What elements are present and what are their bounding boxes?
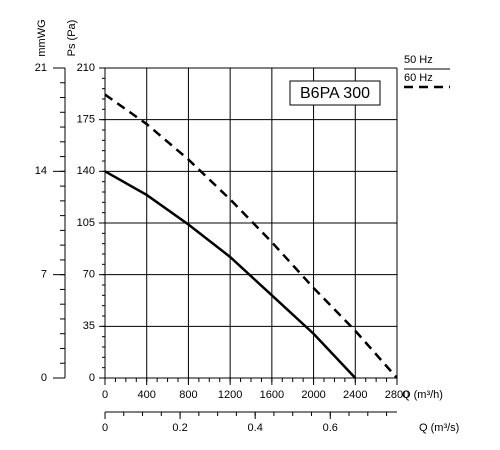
y-tick-label: 140: [77, 165, 95, 177]
y-tick-label: 0: [89, 372, 95, 384]
x2-axis-label: Q (m³/s): [419, 422, 459, 434]
y2-tick-label: 14: [35, 165, 47, 177]
y2-tick-label: 7: [41, 269, 47, 281]
y-tick-label: 70: [83, 269, 95, 281]
x-tick-label: 400: [138, 389, 156, 401]
legend-label: 50 Hz: [404, 54, 433, 66]
y-axis-label: Ps (Pa): [66, 20, 78, 57]
y2-tick-label: 21: [35, 62, 47, 74]
y-tick-label: 35: [83, 320, 95, 332]
x-tick-label: 800: [179, 389, 197, 401]
series-line: [104, 170, 357, 379]
series-line: [104, 93, 398, 379]
y-tick-label: 175: [77, 114, 95, 126]
x-tick-label: 1600: [260, 389, 284, 401]
x-axis-label: Q (m³/h): [402, 389, 443, 401]
x-tick-label: 2800: [385, 389, 409, 401]
x-tick-label: 0: [102, 389, 108, 401]
legend-label: 60 Hz: [404, 72, 433, 84]
y-tick-label: 210: [77, 62, 95, 74]
y2-tick-label: 0: [41, 372, 47, 384]
x2-tick-label: 0.2: [172, 422, 187, 434]
x-tick-label: 2000: [301, 389, 325, 401]
x2-tick-label: 0: [102, 422, 108, 434]
x-tick-label: 2400: [343, 389, 367, 401]
title-box: [289, 80, 381, 106]
x2-tick-label: 0.4: [248, 422, 263, 434]
x2-tick-label: 0.6: [323, 422, 338, 434]
y-tick-label: 105: [77, 217, 95, 229]
x-tick-label: 1200: [218, 389, 242, 401]
chart-title: B6PA 300: [300, 85, 370, 102]
y2-axis-label: mmWG: [36, 19, 48, 56]
